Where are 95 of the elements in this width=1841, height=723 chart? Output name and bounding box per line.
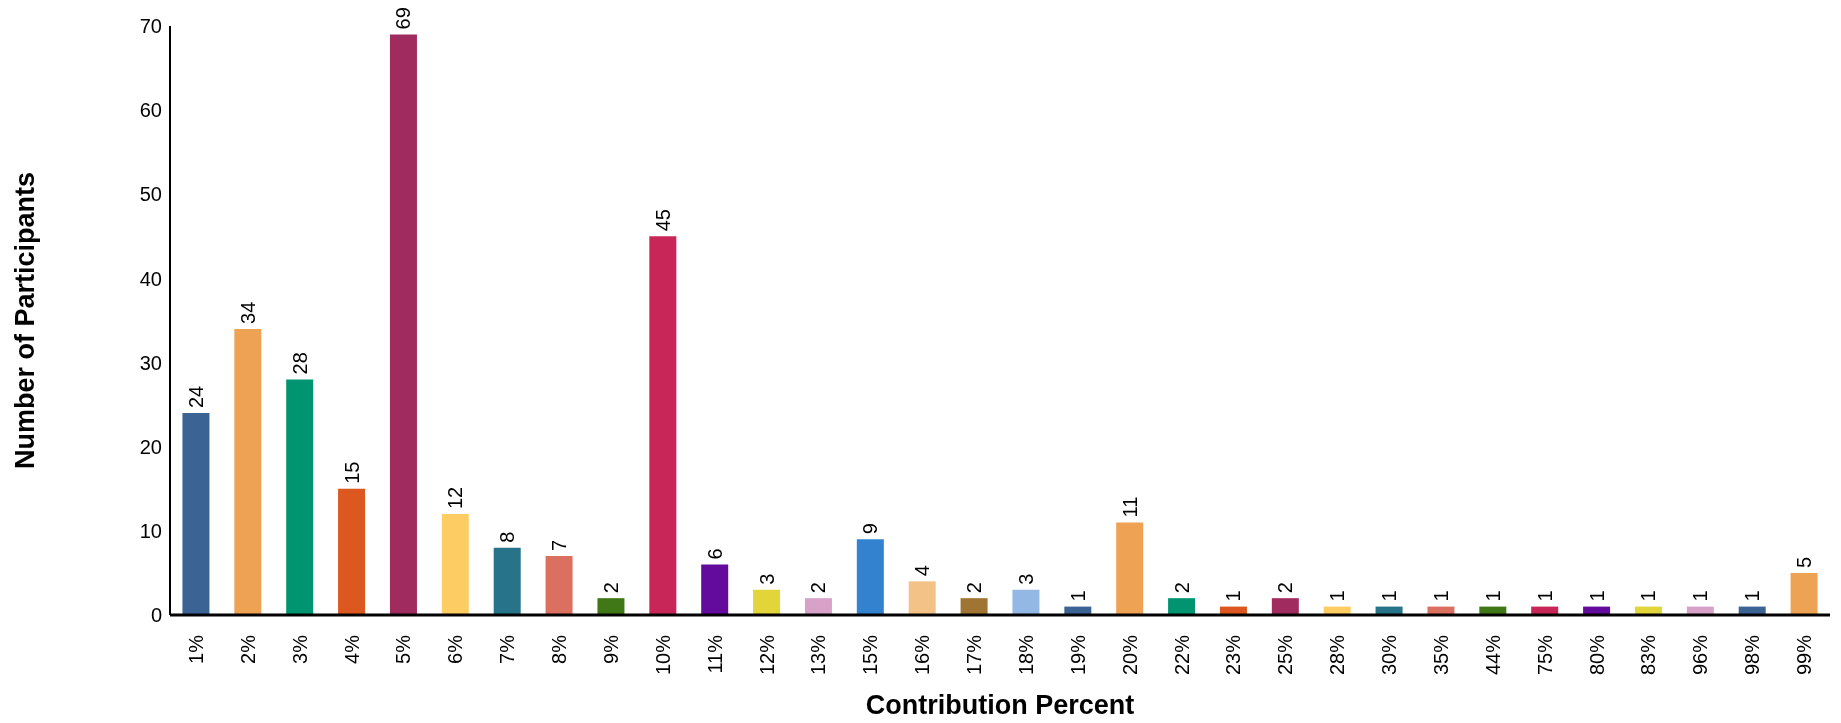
bar	[182, 413, 210, 615]
x-tick-label: 28%	[1326, 634, 1349, 676]
y-tick-label: 10	[139, 519, 162, 542]
bar	[493, 547, 521, 615]
data-label: 28	[288, 352, 311, 375]
data-label: 1	[1741, 590, 1764, 602]
data-label: 15	[340, 461, 363, 484]
data-label: 1	[1481, 590, 1504, 602]
data-label: 2	[599, 582, 622, 594]
data-label: 34	[236, 301, 259, 324]
x-tick-label: 9%	[599, 634, 622, 664]
data-label: 12	[444, 486, 467, 510]
bar	[649, 236, 677, 615]
x-tick-label: 22%	[1170, 634, 1193, 676]
data-label: 1	[1326, 590, 1349, 602]
y-tick-label: 50	[139, 183, 162, 206]
bar	[804, 598, 832, 615]
x-tick-label: 20%	[1118, 634, 1141, 676]
data-label: 11	[1118, 496, 1141, 518]
x-tick-label: 44%	[1481, 634, 1504, 676]
bar	[545, 556, 573, 615]
x-tick-label: 10%	[651, 634, 674, 676]
bar	[234, 328, 262, 615]
bar	[701, 564, 729, 615]
x-tick-label: 2%	[236, 634, 259, 664]
y-tick-label: 20	[139, 435, 162, 458]
x-tick-label: 83%	[1637, 634, 1660, 676]
data-label: 2	[1170, 582, 1193, 594]
data-label: 2	[1274, 582, 1297, 594]
data-label: 3	[1014, 573, 1037, 585]
data-label: 45	[651, 209, 674, 232]
x-tick-label: 19%	[1066, 634, 1089, 676]
data-label: 1	[1378, 590, 1401, 602]
bar	[597, 598, 625, 615]
bar	[1116, 522, 1144, 615]
data-label: 3	[755, 573, 778, 585]
x-tick-label: 80%	[1585, 634, 1608, 676]
data-label: 8	[496, 531, 519, 543]
y-tick-label: 0	[150, 604, 162, 627]
x-tick-label: 8%	[548, 634, 571, 664]
data-label: 2	[807, 582, 830, 594]
data-label: 1	[1585, 590, 1608, 602]
bar	[908, 581, 936, 615]
bar	[1790, 572, 1818, 615]
x-tick-label: 23%	[1222, 634, 1245, 676]
bar	[1271, 598, 1299, 615]
x-tick-label: 3%	[288, 634, 311, 664]
x-tick-label: 13%	[807, 634, 830, 676]
x-axis-title: Contribution Percent	[865, 690, 1135, 720]
x-tick-label: 17%	[963, 634, 986, 676]
x-tick-label: 98%	[1741, 634, 1764, 676]
bar	[1012, 589, 1040, 615]
x-tick-label: 96%	[1689, 634, 1712, 676]
x-tick-label: 30%	[1378, 634, 1401, 676]
y-axis-title: Number of Participants	[10, 171, 40, 470]
x-tick-label: 11%	[703, 634, 726, 674]
x-tick-label: 5%	[392, 634, 415, 664]
data-label: 1	[1222, 590, 1245, 602]
data-label: 1	[1637, 590, 1660, 602]
data-label: 7	[548, 539, 571, 552]
data-label: 2	[963, 582, 986, 594]
bar	[960, 598, 988, 615]
x-tick-label: 15%	[859, 634, 882, 676]
y-tick-label: 40	[139, 267, 162, 290]
data-label: 1	[1689, 590, 1712, 602]
x-tick-label: 4%	[340, 634, 363, 664]
data-label: 4	[911, 565, 934, 577]
data-label: 24	[184, 385, 207, 409]
bar	[441, 514, 469, 615]
x-tick-label: 18%	[1014, 634, 1037, 676]
bar	[338, 488, 366, 615]
bar	[1168, 598, 1196, 615]
x-tick-label: 25%	[1274, 634, 1297, 676]
x-tick-label: 6%	[444, 634, 467, 664]
bar	[753, 589, 781, 615]
x-tick-label: 16%	[911, 634, 934, 676]
bar	[286, 379, 314, 615]
x-tick-label: 35%	[1429, 634, 1452, 676]
data-label: 69	[392, 7, 415, 30]
x-tick-label: 1%	[184, 634, 207, 664]
bar	[856, 539, 884, 615]
data-label: 6	[703, 548, 726, 560]
y-tick-label: 70	[139, 15, 162, 38]
x-tick-label: 99%	[1793, 634, 1816, 676]
y-tick-label: 30	[139, 351, 162, 374]
bar	[389, 34, 417, 615]
data-label: 5	[1793, 556, 1816, 568]
y-tick-label: 60	[139, 99, 162, 122]
data-label: 1	[1429, 590, 1452, 602]
x-tick-label: 12%	[755, 634, 778, 676]
data-label: 1	[1066, 590, 1089, 602]
data-label: 9	[859, 523, 882, 535]
data-label: 1	[1533, 590, 1556, 602]
x-tick-label: 75%	[1533, 634, 1556, 676]
x-tick-label: 7%	[496, 634, 519, 664]
